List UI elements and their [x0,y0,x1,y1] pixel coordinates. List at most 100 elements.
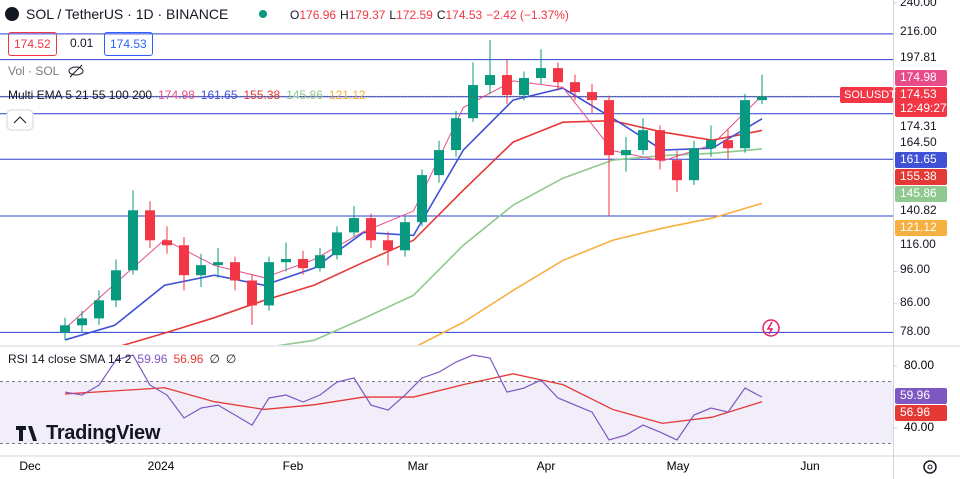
axis-tag: 96.00 [900,262,930,276]
rsi-extra: ∅ [225,352,237,366]
collapse-chevron [13,116,27,124]
ema-value: 145.86 [286,88,323,102]
candle-body [366,218,376,241]
axis-tag-bg [895,186,947,202]
line [417,202,763,345]
candle-body [621,150,631,156]
candle-body [740,100,750,149]
eye-icon[interactable] [68,64,84,78]
price-tag-bg [895,87,947,117]
axis-tag: 116.00 [900,237,936,251]
candle-body [332,232,342,256]
spread: 0.01 [70,36,94,50]
rsi-value: 59.96 [137,352,168,366]
candle-body [264,262,274,306]
axis-tag: 155.38 [900,169,937,183]
candle-body [689,148,699,181]
rsi-title: RSI 14 close SMA 14 2 [8,352,132,366]
candle-body [417,175,427,223]
rsi-legend: RSI 14 close SMA 14 2 59.96 56.96 ∅ ∅ [8,352,236,366]
rsi-tick-label: 40.00 [904,420,934,434]
axis-tag: 174.98 [900,70,937,84]
candle-body [162,240,172,246]
candle-body [604,100,614,156]
settings-hub [927,464,933,470]
ask-box[interactable]: 174.53 [104,32,153,56]
candle-body [485,75,495,86]
candle-body [298,258,308,269]
ohlc-label: H [340,8,349,22]
symbol-title: SOL / TetherUS · 1D · BINANCE [26,6,229,22]
candle-body [723,140,733,149]
axis-tag: 164.50 [900,135,937,149]
rsi-tick-label: 80.00 [904,358,934,372]
eye-slash [69,64,83,78]
candle-body [60,325,70,333]
axis-tag: 78.00 [900,324,930,338]
rsi-value: 56.96 [173,352,204,366]
rsi-band [0,381,893,444]
candle-body [145,210,155,241]
time-label: Mar [408,459,429,473]
lightning-icon[interactable] [762,319,780,337]
logo-text: TradingView [46,422,161,444]
candle-body [196,265,206,276]
candle-body [536,68,546,79]
bid-box[interactable]: 174.52 [8,32,57,56]
candle-body [519,78,529,96]
candle-body [434,150,444,176]
candle-body [672,160,682,181]
settings-icon[interactable] [923,460,937,474]
symbol-icon [5,7,19,21]
ema-legend: Multi EMA 5 21 55 100 200 174.98 161.65 155… [8,88,366,102]
candle-body [757,96,767,101]
axis-tag-bg [895,388,947,404]
price-tag: 174.53 [900,87,937,101]
symbol-tag: SOLUSDT [844,89,896,101]
candle-body [638,130,648,151]
candle-body [230,262,240,281]
rsi-pane [0,354,893,445]
candle-body [706,140,716,149]
axis-tag-bg [895,220,947,236]
candle-body [128,210,138,271]
ohlc-value: 176.96 [299,8,337,22]
time-label: May [667,459,690,473]
ema-title: Multi EMA 5 21 55 100 200 [8,88,153,102]
axis-tag: 216.00 [900,24,937,38]
candle-body [281,258,291,263]
time-label: Feb [283,459,304,473]
axis-tag: 197.81 [900,50,937,64]
ema-value: 161.65 [200,88,238,102]
lightning-bolt [766,321,774,335]
market-open-dot [259,10,267,18]
axis-tag: 174.31 [900,119,937,133]
axis-tag: 56.96 [900,405,930,419]
ohlc-value: 174.53 [445,8,483,22]
candle-body [179,245,189,276]
collapse-button[interactable] [6,109,34,131]
axis-tag: 240.00 [900,0,937,9]
countdown: 12:49:27 [900,101,947,115]
symbol-tag-bg [840,87,893,103]
ema-value: 121.12 [328,88,366,102]
candle-body [451,118,461,151]
ohlc-value: 179.37 [348,8,386,22]
change: −2.42 (−1.37%) [486,8,569,22]
ohlc-label: C [436,8,446,22]
eye-shape [68,66,84,76]
candle-body [77,318,87,326]
axis-tag: 140.82 [900,203,937,217]
time-label: Jun [800,459,819,473]
candle-body [247,280,257,306]
candle-body [383,240,393,251]
axis-tag: 161.65 [900,152,937,166]
line [64,87,763,341]
candle-body [349,218,359,233]
candle-body [502,75,512,96]
candle-body [400,222,410,251]
candle-body [570,82,580,93]
ohlc-row: O176.96 H179.37 L172.59 C174.53 −2.42 (−1.37… [290,8,573,22]
